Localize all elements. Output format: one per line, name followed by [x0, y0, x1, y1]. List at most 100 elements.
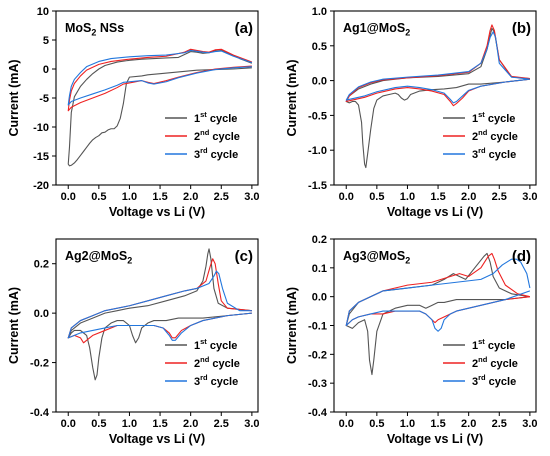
series-line-2: [345, 24, 530, 107]
legend-superscript: st: [478, 110, 485, 119]
legend-suffix: cycle: [486, 149, 517, 161]
legend-suffix: cycle: [485, 113, 516, 125]
legend-number: 3: [472, 376, 478, 388]
series-group: [345, 24, 530, 169]
y-axis-title: Current (mA): [285, 59, 299, 136]
series-group: [67, 248, 252, 381]
x-tick-label: 2.5: [492, 191, 507, 203]
y-tick-label: -0.5: [308, 110, 327, 122]
series-line-1: [67, 248, 252, 381]
legend-superscript: rd: [478, 373, 486, 382]
legend-number: 1: [194, 113, 200, 125]
panel-title-main: Ag2@MoS: [65, 249, 127, 263]
legend-label-1: 1st cycle: [472, 110, 515, 125]
y-axis-title: Current (mA): [7, 59, 21, 136]
panel-title: Ag1@MoS2: [343, 21, 410, 38]
legend-label-2: 2nd cycle: [472, 128, 518, 143]
x-tick-label: 1.0: [400, 418, 415, 430]
legend-superscript: rd: [478, 146, 486, 155]
y-tick-label: -0.1: [308, 321, 327, 333]
x-axis-title: Voltage vs Li (V): [109, 205, 205, 219]
x-tick-label: 1.0: [122, 418, 137, 430]
series-line-3: [67, 49, 253, 106]
legend-superscript: nd: [200, 355, 210, 364]
y-tick-label: 1.0: [312, 6, 327, 18]
legend-number: 2: [194, 131, 200, 143]
legend-superscript: nd: [478, 128, 488, 137]
plot-frame: [333, 10, 537, 186]
x-tick-label: 2.5: [214, 191, 229, 203]
legend-suffix: cycle: [209, 358, 240, 370]
y-tick-label: 0.0: [312, 76, 327, 88]
panel-d: 0.0 0.5 1.0 1.5 2.0 2.5 3.0 -0.4 -0.3 -0.2 -0.1 0.0…: [285, 234, 538, 446]
y-tick-label: 0.5: [312, 41, 327, 53]
x-tick-label: 0.5: [91, 191, 106, 203]
panel-title: MoS2 NSs: [65, 21, 124, 38]
x-tick-label: 1.5: [430, 191, 445, 203]
y-tick-label: 0.0: [34, 308, 49, 320]
panel-title-rest: NSs: [96, 21, 124, 35]
legend-label-3: 3rd cycle: [194, 146, 238, 161]
y-tick-label: 0.2: [312, 234, 327, 246]
legend-label-1: 1st cycle: [194, 110, 237, 125]
legend-number: 2: [472, 358, 478, 370]
plot-frame: [55, 238, 259, 413]
panel-letter: (d): [512, 248, 531, 265]
y-tick-label: -0.2: [30, 358, 49, 370]
x-tick-label: 2.5: [492, 418, 507, 430]
y-tick-label: 0: [43, 64, 49, 76]
series-group: [345, 252, 531, 376]
legend-label-1: 1st cycle: [194, 337, 237, 352]
y-axis-title: Current (mA): [285, 287, 299, 364]
legend-number: 1: [472, 113, 478, 125]
legend-suffix: cycle: [486, 376, 517, 388]
panel-title-main: MoS: [65, 21, 91, 35]
series-group: [67, 48, 253, 167]
legend-number: 2: [472, 131, 478, 143]
legend-number: 1: [472, 340, 478, 352]
panel-title: Ag3@MoS2: [343, 249, 410, 266]
y-tick-label: 0.1: [312, 263, 327, 275]
legend-suffix: cycle: [487, 131, 518, 143]
x-axis-title: Voltage vs Li (V): [387, 432, 483, 446]
x-axis-title: Voltage vs Li (V): [109, 432, 205, 446]
x-tick-label: 0.5: [369, 191, 384, 203]
x-tick-label: 0.0: [339, 418, 354, 430]
legend-number: 3: [194, 149, 200, 161]
legend-suffix: cycle: [208, 149, 239, 161]
panel-title-main: Ag3@MoS: [343, 249, 405, 263]
x-tick-label: 2.0: [183, 191, 198, 203]
series-line-2: [67, 48, 253, 112]
legend-label-1: 1st cycle: [472, 337, 515, 352]
legend-label-2: 2nd cycle: [194, 128, 240, 143]
legend-label-2: 2nd cycle: [194, 355, 240, 370]
panel-title-subscript: 2: [91, 28, 96, 38]
x-tick-label: 0.0: [61, 191, 76, 203]
panel-title-subscript: 2: [405, 256, 410, 266]
legend-label-3: 3rd cycle: [194, 373, 238, 388]
legend-label-3: 3rd cycle: [472, 373, 516, 388]
legend-superscript: nd: [200, 128, 210, 137]
y-tick-label: 10: [37, 6, 49, 18]
panel-letter: (b): [512, 20, 531, 37]
x-tick-label: 3.0: [522, 418, 537, 430]
y-tick-label: -1.0: [308, 145, 327, 157]
y-tick-label: -0.4: [308, 407, 328, 419]
x-tick-label: 0.0: [339, 191, 354, 203]
x-tick-label: 3.0: [522, 191, 537, 203]
x-tick-label: 0.5: [369, 418, 384, 430]
legend-label-2: 2nd cycle: [472, 355, 518, 370]
y-tick-label: -0.2: [308, 349, 327, 361]
panel-b: 0.0 0.5 1.0 1.5 2.0 2.5 3.0 -1.5 -1.0 -0.5 0.0 0.5 1…: [285, 6, 538, 219]
legend-superscript: nd: [478, 355, 488, 364]
x-tick-label: 0.5: [91, 418, 106, 430]
x-tick-label: 1.0: [122, 191, 137, 203]
x-tick-label: 3.0: [244, 418, 259, 430]
legend-number: 2: [194, 358, 200, 370]
panel-a: 0.0 0.5 1.0 1.5 2.0 2.5 3.0 -20 -15 -10 -5 0 5 10 Volt…: [7, 6, 260, 219]
panel-title-subscript: 2: [405, 28, 410, 38]
